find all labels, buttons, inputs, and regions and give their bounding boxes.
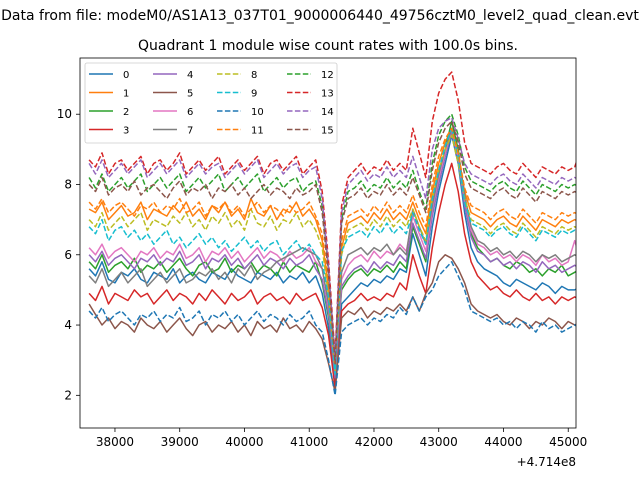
legend-label-1: 1 bbox=[123, 89, 129, 100]
legend-label-7: 7 bbox=[187, 126, 193, 137]
chart-title: Quadrant 1 module wise count rates with … bbox=[138, 38, 518, 54]
legend-label-15: 15 bbox=[321, 126, 334, 137]
legend-label-8: 8 bbox=[251, 70, 257, 81]
suptitle: Data from file: modeM0/AS1A13_037T01_900… bbox=[1, 8, 639, 24]
x-tick-label: 40000 bbox=[225, 435, 263, 449]
x-tick-label: 45000 bbox=[549, 435, 587, 449]
series-line-10 bbox=[88, 261, 576, 397]
series-line-13 bbox=[88, 71, 576, 358]
series-line-5 bbox=[88, 254, 576, 393]
legend-label-3: 3 bbox=[123, 126, 129, 137]
plot-frame bbox=[79, 57, 577, 429]
legend-label-2: 2 bbox=[123, 107, 129, 118]
x-tick-label: 41000 bbox=[290, 435, 328, 449]
x-axis: 38000 39000 40000 41000 42000 43000 44000 45000 bbox=[96, 428, 587, 449]
x-tick-label: 38000 bbox=[96, 435, 134, 449]
legend-label-14: 14 bbox=[321, 107, 334, 118]
legend-label-0: 0 bbox=[123, 70, 129, 81]
legend-box bbox=[84, 62, 338, 144]
x-tick-label: 42000 bbox=[355, 435, 393, 449]
y-tick-label: 2 bbox=[64, 388, 72, 402]
legend-label-4: 4 bbox=[187, 70, 193, 81]
legend-label-9: 9 bbox=[251, 89, 257, 100]
legend-label-13: 13 bbox=[321, 89, 334, 100]
y-axis: 2 4 6 8 10 bbox=[57, 107, 80, 402]
series-lines bbox=[88, 71, 576, 397]
series-line-14 bbox=[88, 116, 576, 361]
legend-label-10: 10 bbox=[251, 107, 264, 118]
y-tick-label: 4 bbox=[64, 318, 72, 332]
legend-label-12: 12 bbox=[321, 70, 334, 81]
legend-label-5: 5 bbox=[187, 89, 193, 100]
series-line-9 bbox=[88, 127, 576, 375]
legend-label-6: 6 bbox=[187, 107, 193, 118]
series-line-8 bbox=[88, 134, 576, 372]
x-tick-label: 39000 bbox=[161, 435, 199, 449]
y-tick-label: 10 bbox=[57, 107, 72, 121]
legend-label-11: 11 bbox=[251, 126, 264, 137]
x-offset-label: +4.714e8 bbox=[517, 455, 576, 469]
x-tick-label: 43000 bbox=[420, 435, 458, 449]
x-tick-label: 44000 bbox=[484, 435, 522, 449]
y-tick-label: 8 bbox=[64, 177, 72, 191]
series-line-15 bbox=[88, 120, 576, 365]
series-line-12 bbox=[88, 113, 576, 361]
y-tick-label: 6 bbox=[64, 248, 72, 262]
